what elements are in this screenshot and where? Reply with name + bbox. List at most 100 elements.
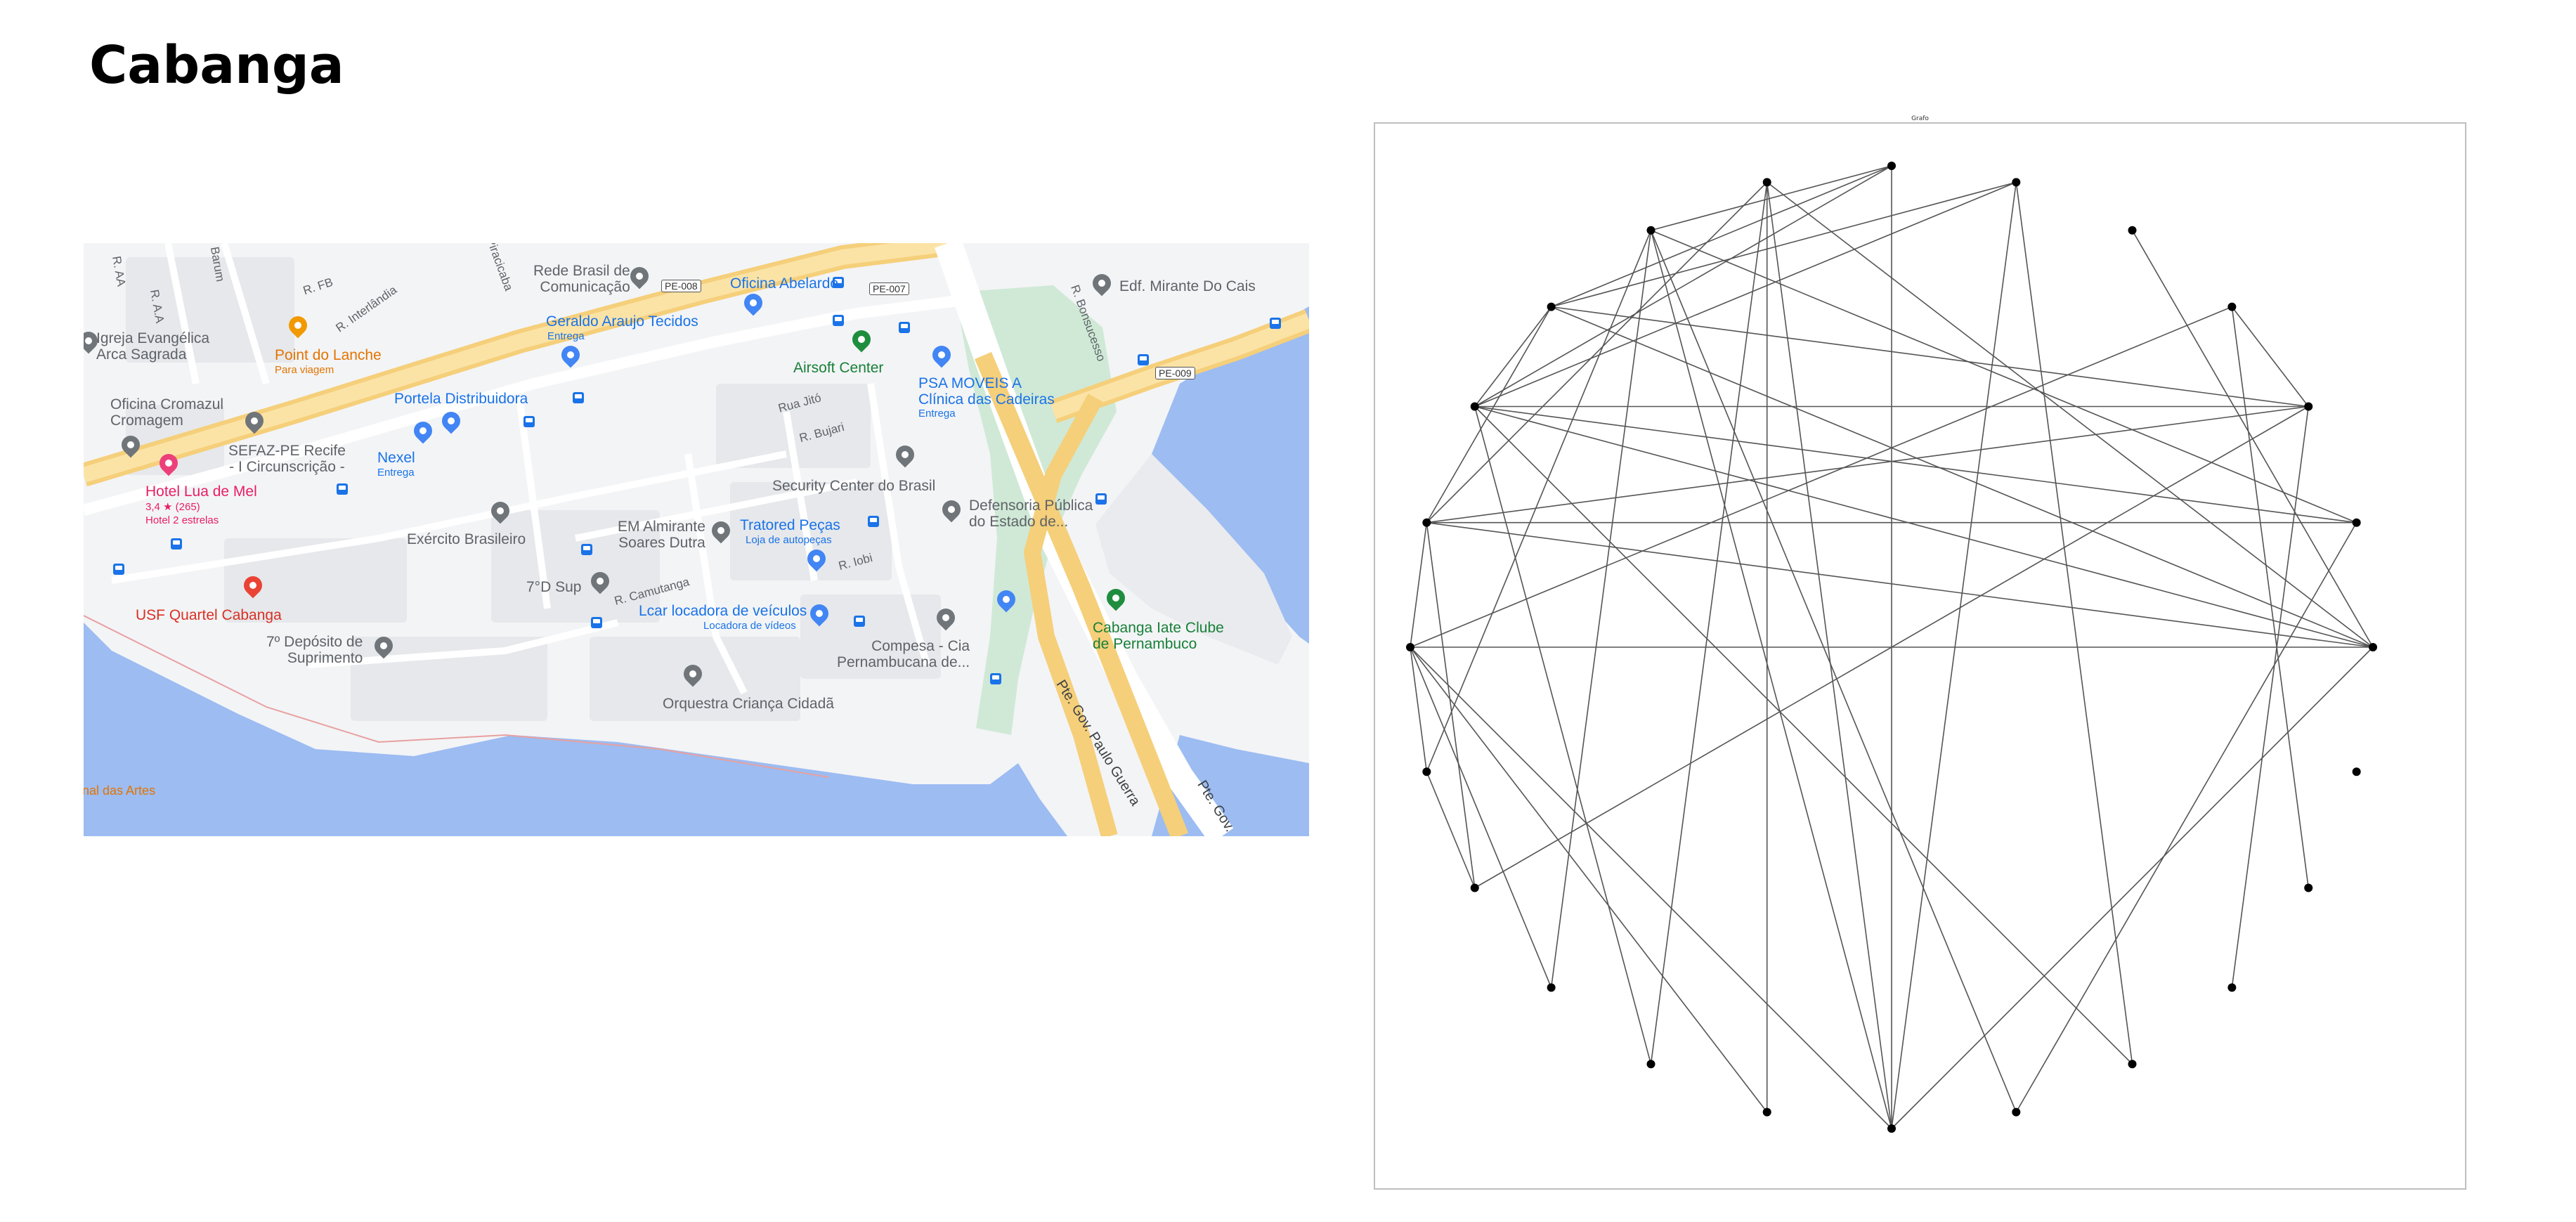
bus-stop-icon[interactable] bbox=[868, 516, 879, 527]
place-label[interactable]: PSA MOVEIS A Clínica das Cadeiras bbox=[918, 375, 1055, 408]
graph-edge bbox=[1426, 771, 1476, 888]
graph-edge bbox=[1891, 646, 2374, 1129]
graph-edge bbox=[1651, 165, 1892, 231]
place-sublabel: Entrega bbox=[918, 408, 956, 420]
graph-edge bbox=[1410, 646, 1768, 1113]
bus-stop-icon[interactable] bbox=[854, 616, 865, 627]
graph-edge bbox=[1426, 521, 2374, 648]
place-label[interactable]: 7°D Sup bbox=[526, 579, 582, 595]
place-label[interactable]: Geraldo Araujo Tecidos bbox=[546, 313, 698, 330]
bus-stop-icon[interactable] bbox=[1270, 318, 1281, 329]
place-label[interactable]: USF Quartel Cabanga bbox=[136, 607, 282, 623]
graph-edge bbox=[2015, 182, 2133, 1065]
place-label[interactable]: Oficina Abelardo bbox=[730, 275, 839, 292]
place-label[interactable]: Orquestra Criança Cidadã bbox=[663, 696, 834, 712]
graph-edge bbox=[1551, 306, 2374, 648]
place-label[interactable]: Exército Brasileiro bbox=[407, 531, 526, 547]
graph-edge bbox=[1767, 181, 2374, 648]
graph-edge bbox=[1474, 306, 1552, 407]
graph-node bbox=[2304, 883, 2313, 892]
place-label[interactable]: Portela Distribuidora bbox=[394, 391, 528, 407]
bus-stop-icon[interactable] bbox=[990, 673, 1001, 684]
graph-node bbox=[1406, 643, 1414, 651]
graph-edge bbox=[1474, 181, 2017, 408]
graph-node bbox=[2128, 1060, 2137, 1069]
bus-stop-icon[interactable] bbox=[591, 617, 602, 628]
graph-nodes bbox=[1406, 162, 2377, 1133]
bus-stop-icon[interactable] bbox=[1095, 493, 1107, 505]
route-shield: PE-007 bbox=[869, 282, 909, 295]
graph-node bbox=[2352, 767, 2361, 776]
place-label[interactable]: Defensoria Pública do Estado de... bbox=[969, 498, 1093, 530]
graph-edge bbox=[1410, 306, 2232, 648]
graph-node bbox=[1887, 162, 1896, 170]
graph-node bbox=[2227, 983, 2237, 992]
place-label[interactable]: Tratored Peças bbox=[740, 517, 840, 533]
graph-edge bbox=[2231, 306, 2310, 888]
graph-edge bbox=[1410, 646, 1892, 1129]
graph-node bbox=[1762, 1107, 1771, 1117]
graph-edge bbox=[1426, 306, 1552, 524]
place-label[interactable]: Security Center do Brasil bbox=[772, 478, 936, 494]
graph-edge bbox=[1410, 646, 1428, 772]
graph-node bbox=[1422, 518, 1431, 527]
place-label[interactable]: 7º Depósito de Suprimento bbox=[266, 634, 363, 666]
place-label[interactable]: Compesa - Cia Pernambucana de... bbox=[837, 638, 970, 670]
graph-edge bbox=[1550, 230, 1652, 988]
graph-panel: Grafo bbox=[1374, 115, 2466, 1190]
graph-edge bbox=[1426, 522, 1476, 888]
place-sublabel: Entrega bbox=[547, 330, 585, 342]
graph-edge bbox=[1410, 646, 1552, 988]
graph-edge bbox=[1426, 181, 1768, 524]
place-label[interactable]: Igreja Evangélica Arca Sagrada bbox=[96, 330, 210, 363]
place-label[interactable]: Airsoft Center bbox=[793, 360, 884, 376]
map-canvas bbox=[84, 243, 1309, 836]
place-label[interactable]: Cabanga Iate Clube de Pernambuco bbox=[1093, 620, 1224, 652]
bus-stop-icon[interactable] bbox=[899, 322, 910, 333]
map-view[interactable]: R. FB R. Interlândia Rua Jitó R. Bujari … bbox=[84, 243, 1309, 836]
bus-stop-icon[interactable] bbox=[337, 483, 348, 495]
place-sublabel: Hotel 2 estrelas bbox=[145, 514, 219, 526]
graph-edge bbox=[1650, 230, 2017, 1112]
water-label: nal das Artes bbox=[84, 784, 156, 798]
graph-edges bbox=[1410, 165, 2374, 1129]
graph-edge bbox=[2015, 522, 2357, 1113]
bus-stop-icon[interactable] bbox=[1138, 354, 1149, 365]
graph-edge bbox=[1474, 405, 2374, 648]
graph-node bbox=[1470, 883, 1479, 892]
place-label[interactable]: Hotel Lua de Mel bbox=[145, 483, 257, 500]
place-label[interactable]: EM Almirante Soares Dutra bbox=[618, 519, 705, 551]
place-label[interactable]: Point do Lanche bbox=[275, 347, 382, 363]
page-title: Cabanga bbox=[89, 35, 344, 96]
place-label[interactable]: Oficina Cromazul Cromagem bbox=[110, 396, 224, 429]
graph-edge bbox=[2231, 306, 2309, 407]
place-label[interactable]: SEFAZ-PE Recife - I Circunscrição - bbox=[228, 443, 346, 475]
graph-node bbox=[1422, 767, 1431, 776]
bus-stop-icon[interactable] bbox=[171, 538, 182, 550]
graph-edge bbox=[1426, 230, 1652, 772]
graph-edge bbox=[2231, 406, 2310, 988]
graph-node bbox=[2227, 302, 2237, 311]
graph-edge bbox=[1650, 182, 1768, 1065]
bus-stop-icon[interactable] bbox=[833, 315, 844, 326]
graph-edge bbox=[1650, 230, 1892, 1129]
place-label[interactable]: Nexel bbox=[377, 450, 415, 466]
bus-stop-icon[interactable] bbox=[523, 416, 535, 427]
graph-node bbox=[2304, 402, 2313, 411]
place-label[interactable]: Edf. Mirante Do Cais bbox=[1119, 278, 1256, 294]
graph-edge bbox=[1474, 405, 2133, 1065]
bus-stop-icon[interactable] bbox=[573, 392, 584, 403]
route-shield: PE-008 bbox=[661, 280, 701, 292]
graph-edge bbox=[1766, 182, 1892, 1129]
place-label[interactable]: Rede Brasil de Comunicação bbox=[533, 263, 630, 295]
graph-edge bbox=[1891, 182, 2017, 1129]
graph-edge bbox=[1651, 230, 2357, 524]
bus-stop-icon[interactable] bbox=[581, 544, 592, 555]
graph-edge bbox=[1551, 306, 2309, 408]
place-label[interactable]: Lcar locadora de veículos bbox=[639, 603, 807, 619]
graph-edge bbox=[1474, 165, 1892, 408]
graph-node bbox=[1646, 226, 1655, 235]
bus-stop-icon[interactable] bbox=[833, 277, 844, 288]
bus-stop-icon[interactable] bbox=[113, 564, 124, 575]
graph-node bbox=[2012, 178, 2021, 187]
